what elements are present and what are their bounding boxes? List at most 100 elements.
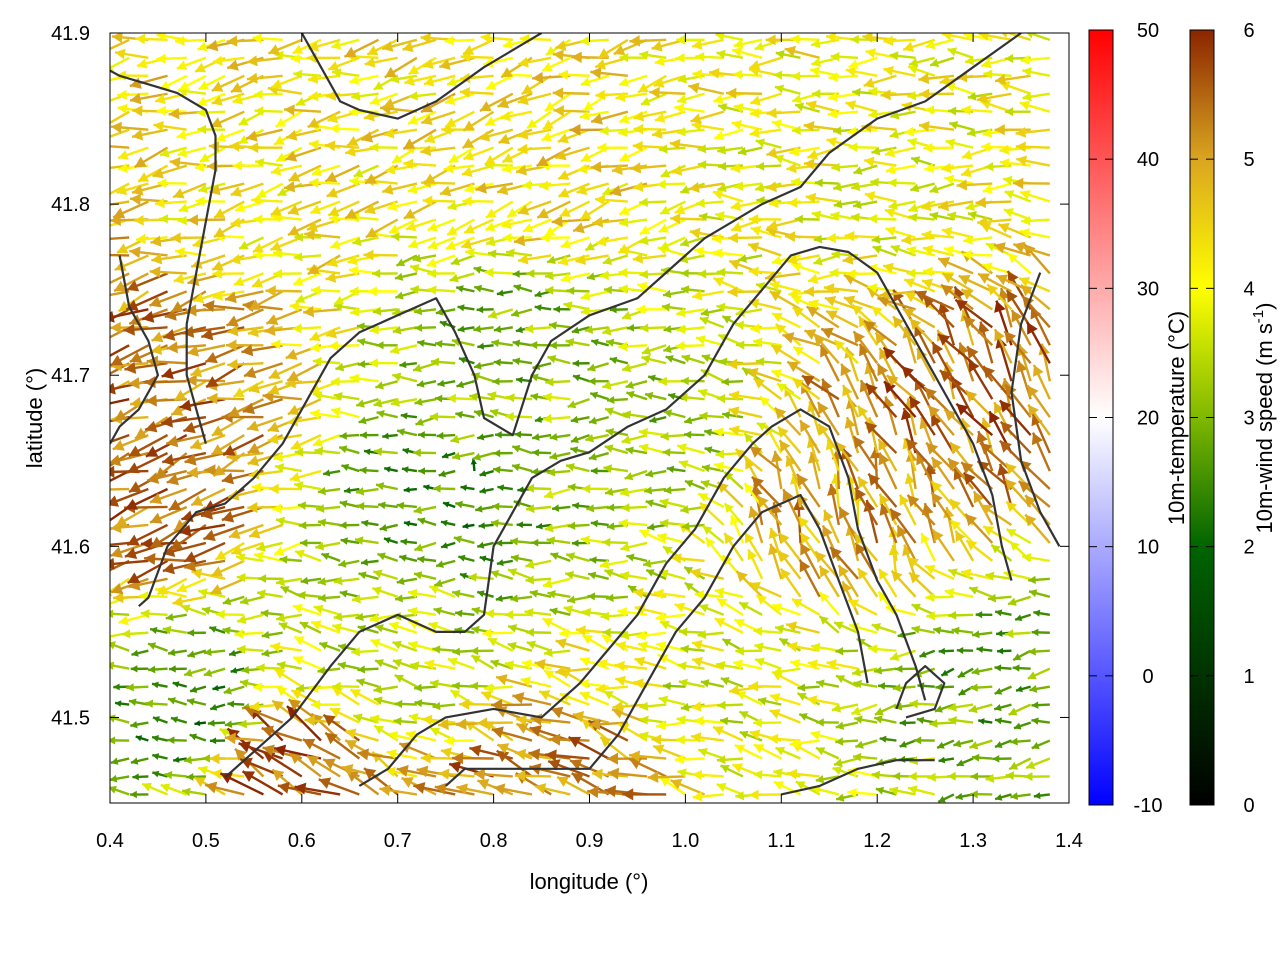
x-tick-label: 1.0: [671, 830, 699, 852]
wind-arrow: [506, 200, 533, 219]
wind-arrow: [831, 703, 859, 713]
wind-arrow: [190, 487, 226, 507]
wind-arrow: [554, 665, 590, 677]
wind-arrow: [776, 382, 802, 401]
wind-arrow: [420, 92, 456, 114]
wind-arrow: [768, 543, 783, 580]
wind-arrow: [222, 434, 264, 457]
wind-arrow: [545, 285, 571, 295]
wind-arrow: [622, 788, 667, 801]
wind-arrow: [110, 557, 149, 570]
wind-arrow: [827, 483, 841, 526]
wind-arrow: [1024, 772, 1050, 782]
wind-arrow: [964, 55, 993, 66]
wind-arrow: [185, 374, 226, 387]
wind-arrow: [463, 218, 495, 234]
wind-arrow: [734, 743, 763, 760]
wind-arrow: [234, 629, 264, 639]
wind-arrow: [609, 356, 629, 365]
wind-arrow: [279, 555, 302, 564]
wind-arrow: [222, 595, 245, 606]
wind-arrow: [315, 541, 341, 551]
wind-arrow: [367, 286, 398, 297]
wind-arrow: [958, 274, 993, 293]
wind-arrow: [351, 594, 379, 604]
wind-arrow: [604, 444, 629, 455]
wind-arrow: [572, 502, 590, 510]
wind-arrow: [637, 281, 667, 293]
wind-arrow: [369, 92, 399, 106]
wind-arrow: [737, 146, 763, 156]
wind-arrow: [637, 641, 667, 652]
wind-arrow: [621, 433, 648, 445]
wind-arrow: [151, 735, 168, 742]
wind-arrow: [369, 142, 398, 153]
wind-arrow: [595, 683, 628, 694]
wind-arrow: [997, 647, 1012, 655]
wind-arrow: [805, 192, 840, 204]
wind-arrow: [678, 678, 705, 688]
wind-arrow: [947, 702, 974, 712]
wind-arrow: [360, 431, 379, 439]
wind-arrow: [372, 306, 398, 316]
wind-arrow: [695, 335, 725, 347]
wind-speed-colorbar: 0 1 2 3 4 5 6 10m-wind speed (m s-1): [1189, 20, 1277, 817]
wind-arrow: [147, 642, 168, 652]
wind-arrow: [246, 55, 283, 67]
wind-arrow: [288, 751, 322, 778]
wind-arrow: [924, 564, 955, 580]
wind-arrow: [331, 38, 360, 50]
wind-arrow: [511, 444, 533, 455]
wind-arrow: [556, 775, 591, 796]
wind-arrow: [271, 699, 303, 724]
wind-arrow: [317, 518, 341, 527]
wind-arrow: [363, 448, 379, 456]
wind-arrow: [145, 699, 168, 708]
wind-arrow: [659, 200, 686, 215]
wind-arrow: [659, 498, 686, 509]
wind-arrow: [676, 92, 705, 104]
wind-arrow: [823, 283, 859, 294]
wind-arrow: [447, 657, 475, 670]
wind-arrow: [684, 479, 706, 491]
wind-arrow: [110, 661, 130, 670]
wind-arrow: [716, 597, 744, 616]
wind-arrow: [196, 92, 226, 107]
wind-arrow: [370, 638, 399, 652]
wind-arrow: [189, 433, 226, 450]
wind-arrow: [871, 234, 897, 244]
wind-arrow: [549, 607, 571, 616]
wind-arrow: [941, 272, 974, 293]
wind-arrow: [333, 302, 360, 312]
wind-arrow: [110, 686, 111, 688]
x-tick-label: 0.4: [96, 830, 124, 852]
wind-arrow: [977, 321, 994, 364]
wind-arrow: [451, 451, 475, 461]
wind-arrow: [417, 431, 437, 439]
wind-arrow: [752, 337, 782, 348]
wind-arrow: [510, 537, 533, 546]
wind-arrow: [174, 247, 207, 258]
wind-arrow: [645, 499, 667, 509]
wind-arrow: [584, 325, 609, 334]
wind-arrow: [670, 779, 706, 796]
wind-arrow: [674, 602, 705, 616]
wind-arrow: [1024, 513, 1051, 544]
wind-arrow: [128, 434, 169, 458]
wind-arrow: [734, 448, 763, 472]
wind-arrow: [529, 589, 552, 598]
wind-arrow: [169, 665, 187, 673]
wind-arrow: [329, 236, 360, 250]
wind-arrow: [245, 128, 283, 142]
wind-arrow: [929, 413, 955, 454]
wind-arrow: [1010, 737, 1031, 746]
wind-arrow: [136, 233, 168, 245]
wind-arrow: [110, 435, 111, 437]
wind-arrow: [400, 412, 418, 420]
wind-arrow: [967, 91, 993, 101]
wind-arrow: [679, 236, 705, 247]
wind-arrow: [228, 523, 264, 540]
wind-arrow: [203, 523, 245, 542]
wind-arrow: [815, 746, 840, 760]
wind-arrow: [433, 484, 456, 493]
